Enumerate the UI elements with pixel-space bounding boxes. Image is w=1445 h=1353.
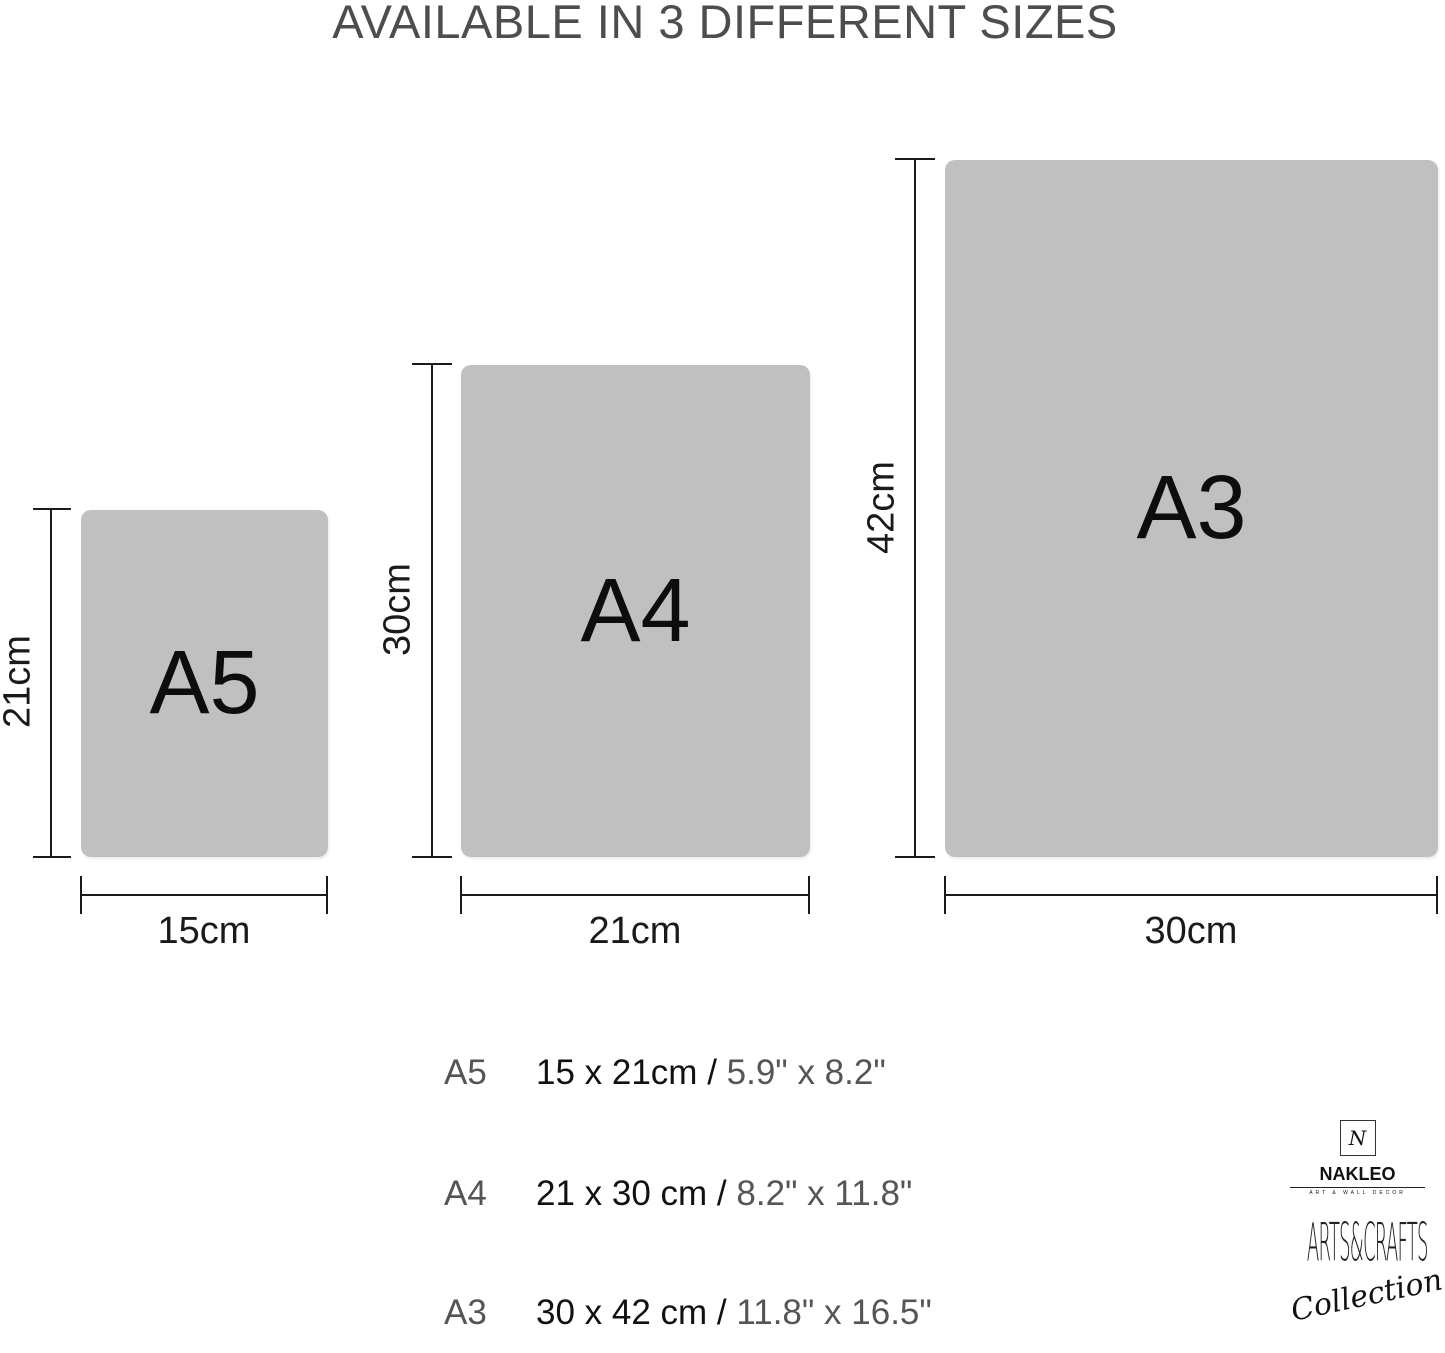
height-dimension-line [431, 364, 433, 858]
dimension-tick [80, 876, 82, 914]
size-cm: 15 x 21cm / [536, 1053, 717, 1092]
width-label: 15cm [157, 910, 251, 952]
width-label: 21cm [588, 910, 682, 952]
dimension-tick [460, 876, 462, 914]
size-row-a3: A3 30 x 42 cm / 11.8" x 16.5" [444, 1293, 932, 1333]
dimension-tick [808, 876, 810, 914]
sheet-a5: A5 [81, 510, 328, 857]
logo-collection-title: ARTS&CRAFTS [1306, 1212, 1429, 1274]
size-cm: 30 x 42 cm / [536, 1293, 727, 1332]
height-label: 21cm [0, 635, 39, 728]
sheet-a4: A4 [461, 365, 810, 857]
size-inch: 11.8" x 16.5" [736, 1293, 932, 1332]
height-label: 42cm [860, 461, 903, 554]
size-code: A5 [444, 1053, 487, 1092]
dimension-tick [33, 856, 71, 858]
size-cm: 21 x 30 cm / [536, 1174, 727, 1213]
width-label: 30cm [1144, 910, 1238, 952]
page-title: AVAILABLE IN 3 DIFFERENT SIZES [332, 0, 1118, 48]
width-dimension-line [945, 894, 1438, 896]
logo-brand: NAKLEO [1290, 1164, 1425, 1188]
size-row-a4: A4 21 x 30 cm / 8.2" x 11.8" [444, 1174, 912, 1214]
size-row-a5: A5 15 x 21cm / 5.9" x 8.2" [444, 1053, 886, 1093]
dimension-tick [895, 856, 935, 858]
height-dimension-line [914, 159, 916, 858]
dimension-tick [412, 856, 452, 858]
sheet-label: A4 [580, 560, 691, 661]
dimension-tick [412, 363, 452, 365]
width-dimension-line [81, 894, 327, 896]
sheet-a3: A3 [945, 160, 1438, 857]
logo-collection-script: Collection [1287, 1262, 1445, 1329]
size-code: A4 [444, 1174, 487, 1213]
size-inch: 5.9" x 8.2" [726, 1053, 886, 1092]
dimension-tick [33, 508, 71, 510]
dimension-tick [326, 876, 328, 914]
dimension-tick [895, 158, 935, 160]
size-inch: 8.2" x 11.8" [736, 1174, 913, 1213]
height-dimension-line [50, 509, 52, 858]
sheet-label: A5 [149, 633, 260, 733]
dimension-tick [944, 876, 946, 914]
logo-mark-icon: N [1339, 1120, 1376, 1156]
dimension-tick [1436, 876, 1438, 914]
height-label: 30cm [376, 563, 419, 656]
brand-logo: N NAKLEO ART & WALL DECOR ARTS&CRAFTS Co… [1288, 1120, 1445, 1329]
size-code: A3 [444, 1293, 487, 1332]
logo-tagline: ART & WALL DECOR [1309, 1190, 1406, 1196]
width-dimension-line [461, 894, 809, 896]
sheet-label: A3 [1136, 458, 1247, 558]
